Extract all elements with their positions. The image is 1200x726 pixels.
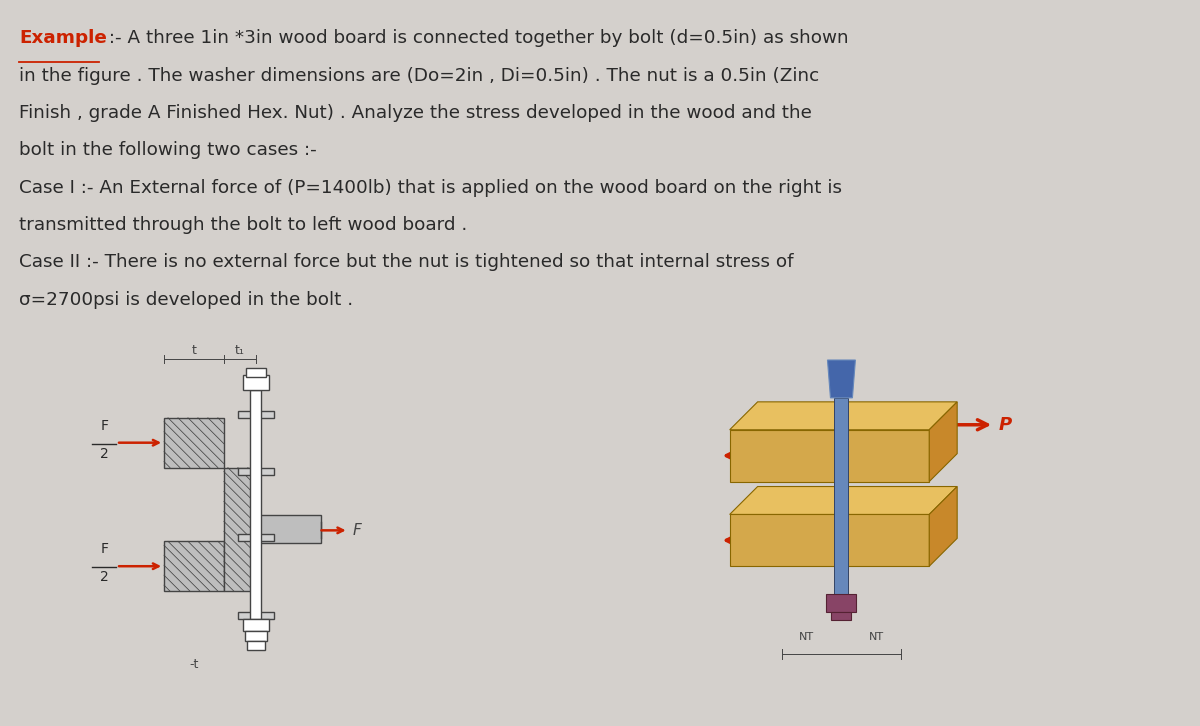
Text: σ=2700psi is developed in the bolt .: σ=2700psi is developed in the bolt . <box>19 291 354 309</box>
Bar <box>164 542 224 591</box>
Bar <box>242 619 269 631</box>
Text: F: F <box>100 542 108 556</box>
Text: Finish , grade A Finished Hex. Nut) . Analyze the stress developed in the wood a: Finish , grade A Finished Hex. Nut) . An… <box>19 104 812 122</box>
Bar <box>238 411 274 417</box>
Bar <box>246 368 265 377</box>
Bar <box>224 468 256 591</box>
Text: P/2: P/2 <box>799 531 829 550</box>
Text: 2: 2 <box>100 446 108 461</box>
Text: t₁: t₁ <box>235 344 245 357</box>
Text: :- A three 1in *3in wood board is connected together by bolt (d=0.5in) as shown: :- A three 1in *3in wood board is connec… <box>103 29 848 47</box>
Text: Example: Example <box>19 29 107 47</box>
Polygon shape <box>730 515 929 566</box>
Text: transmitted through the bolt to left wood board .: transmitted through the bolt to left woo… <box>19 216 468 234</box>
Polygon shape <box>827 594 857 612</box>
Text: in the figure . The washer dimensions are (Do=2in , Di=0.5in) . The nut is a 0.5: in the figure . The washer dimensions ar… <box>19 67 820 85</box>
Bar <box>247 641 265 650</box>
Polygon shape <box>730 430 929 481</box>
Text: NT: NT <box>869 632 884 642</box>
Bar <box>251 390 262 619</box>
Bar <box>238 612 274 619</box>
Text: NT: NT <box>799 632 814 642</box>
Bar <box>245 631 266 641</box>
Polygon shape <box>828 360 856 398</box>
Text: bolt in the following two cases :-: bolt in the following two cases :- <box>19 142 317 159</box>
Bar <box>238 534 274 542</box>
Text: F: F <box>100 419 108 433</box>
Text: Case I :- An External force of (P=1400lb) that is applied on the wood board on t: Case I :- An External force of (P=1400lb… <box>19 179 842 197</box>
Bar <box>164 417 224 468</box>
Bar <box>834 398 848 594</box>
Polygon shape <box>929 486 958 566</box>
Polygon shape <box>832 612 852 620</box>
Bar <box>242 375 269 390</box>
Polygon shape <box>929 402 958 481</box>
Text: P: P <box>1000 416 1013 433</box>
Text: Case II :- There is no external force but the nut is tightened so that internal : Case II :- There is no external force bu… <box>19 253 794 272</box>
Polygon shape <box>730 486 958 515</box>
Text: F: F <box>353 523 361 538</box>
Text: t: t <box>192 344 197 357</box>
Text: -t: -t <box>190 658 199 671</box>
Bar <box>256 515 320 543</box>
Text: 2: 2 <box>100 570 108 584</box>
Polygon shape <box>730 402 958 430</box>
Bar <box>238 468 274 475</box>
Text: P/2: P/2 <box>799 446 829 465</box>
